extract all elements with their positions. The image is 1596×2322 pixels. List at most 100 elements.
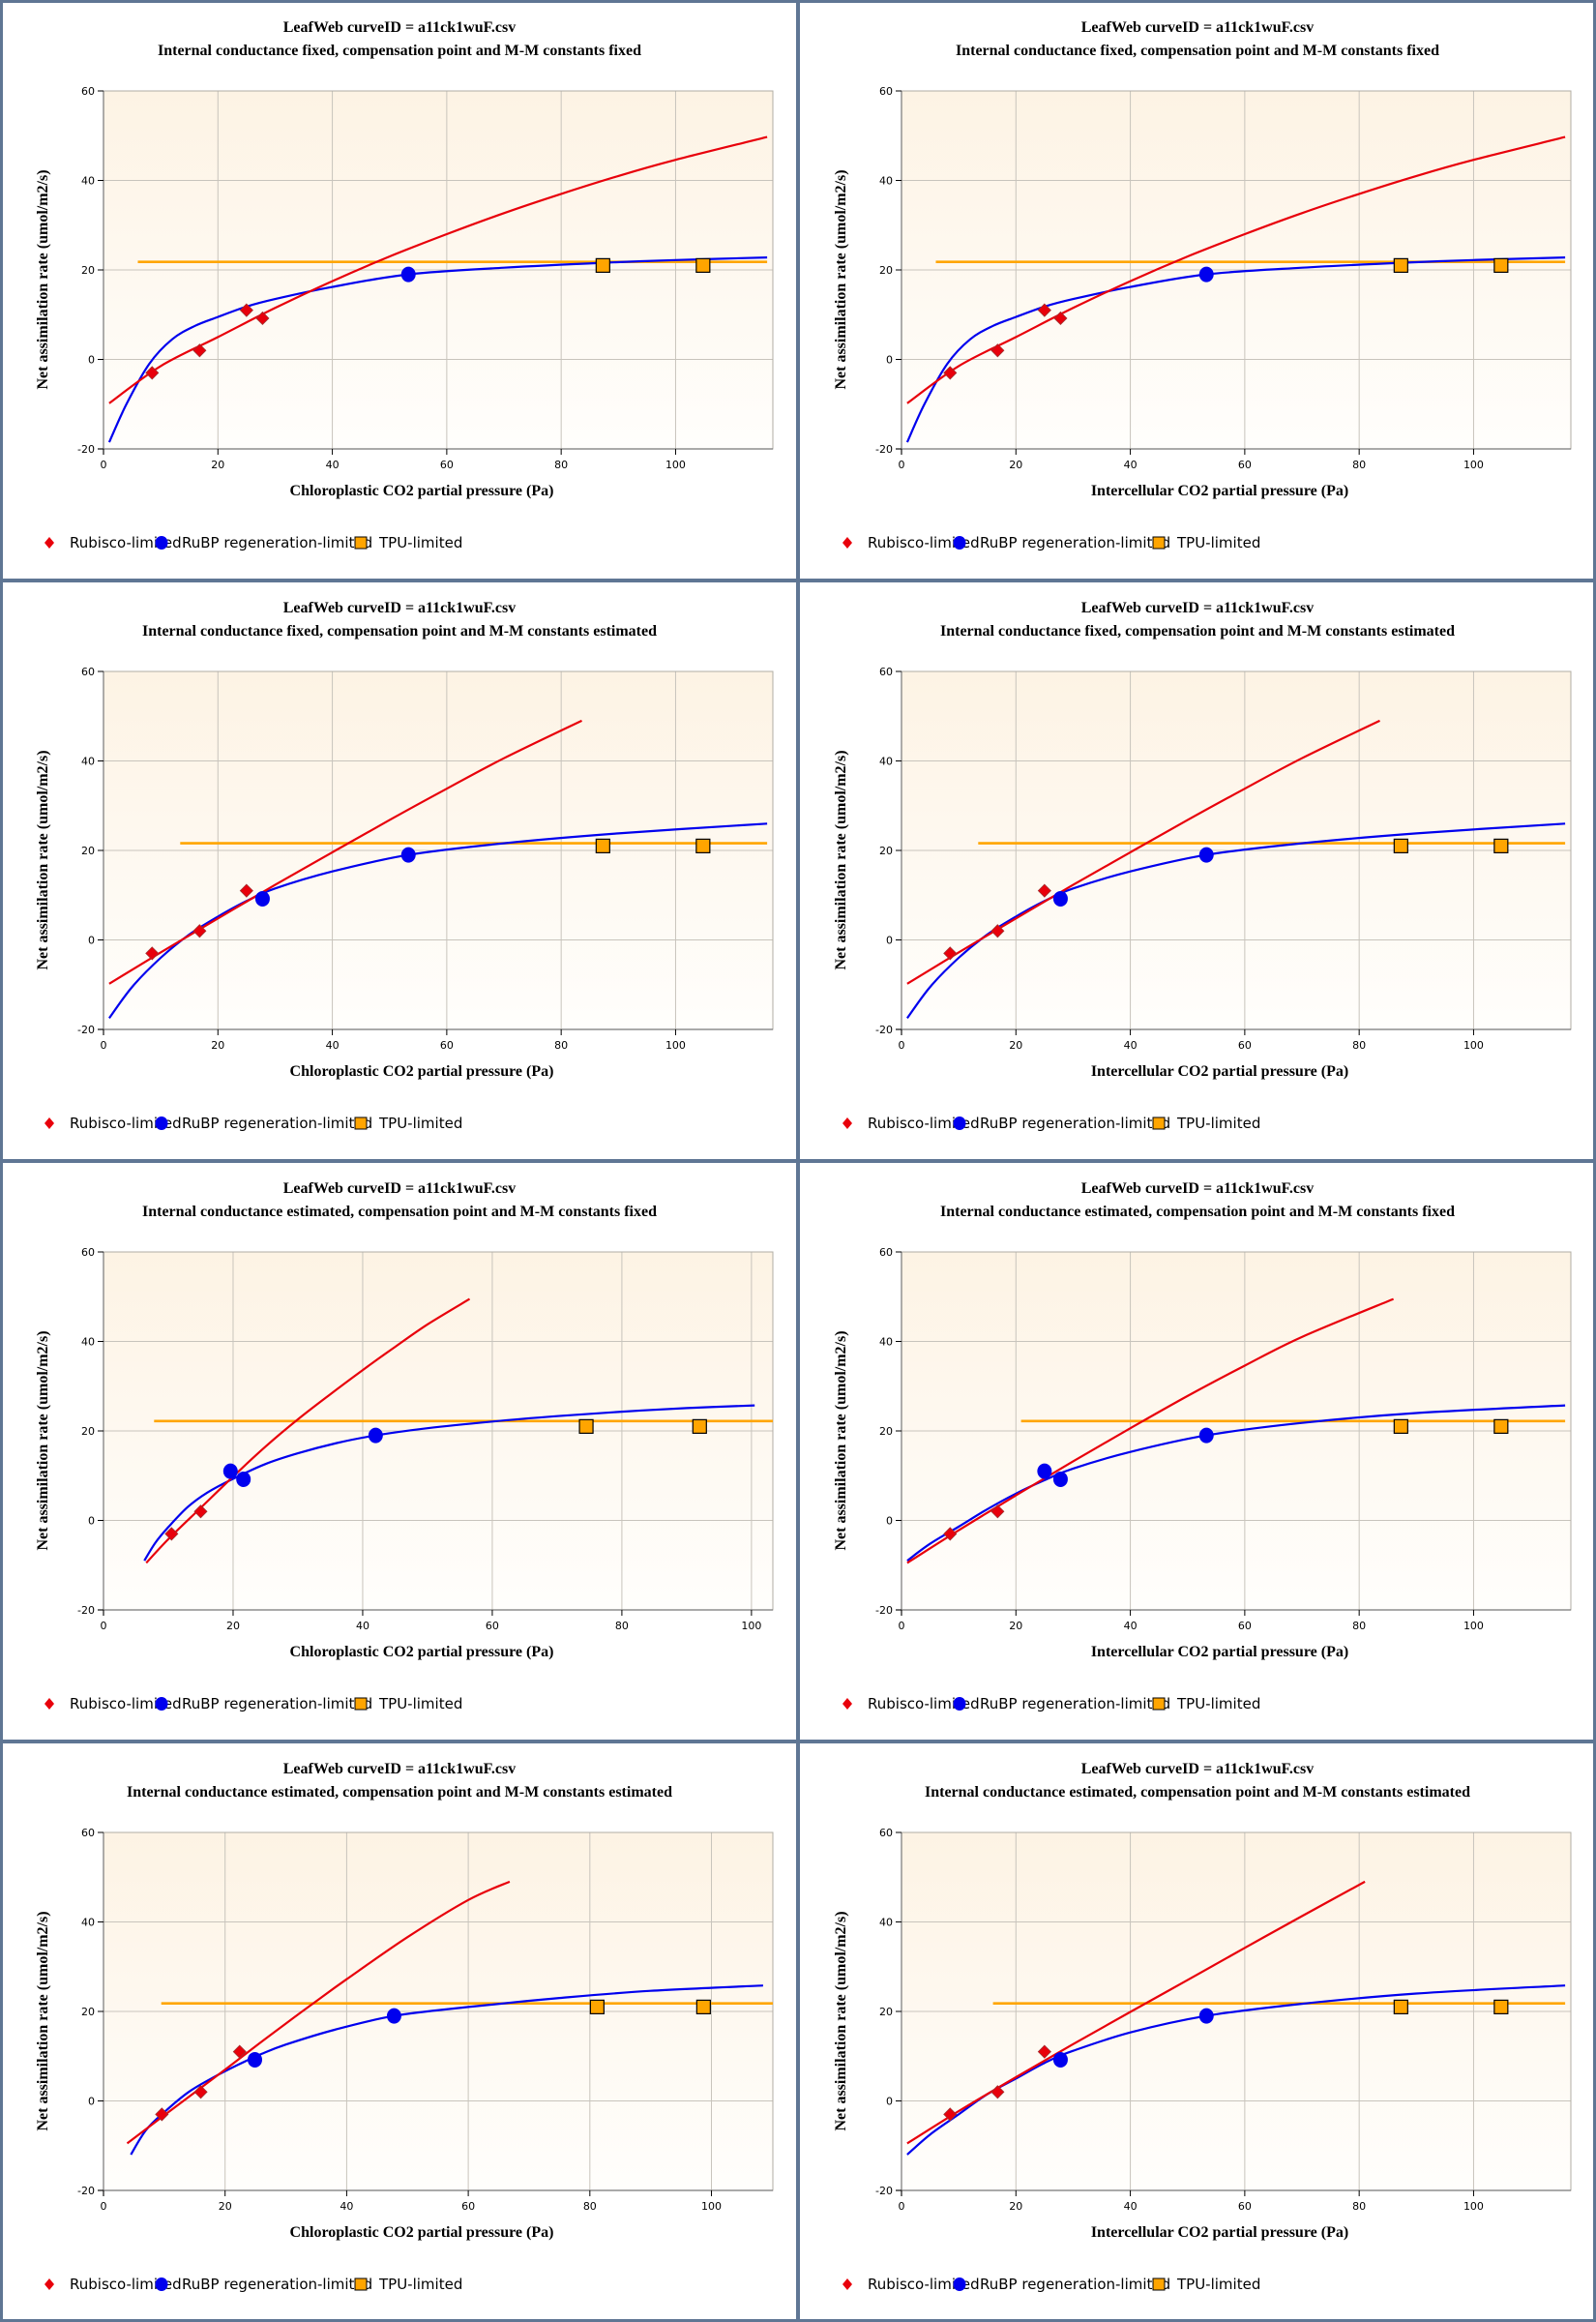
rubisco-point [164,1527,179,1541]
x-tick-label: 40 [356,1620,369,1632]
y-axis-label: Net assimilation rate (umol/m2/s) [833,750,849,969]
tpu-point [1393,1999,1408,2014]
chart-title: LeafWeb curveID = a11ck1wuF.csv [283,19,517,36]
legend-tpu-marker [1152,1697,1166,1711]
legend: Rubisco-limited RuBP regeneration-limited… [44,2276,462,2293]
y-tick-label: 0 [88,354,95,367]
legend-rubisco-label: Rubisco-limited [868,2276,980,2293]
legend-tpu-marker [1152,536,1166,550]
y-tick-label: 60 [81,85,95,98]
rubp-point [236,1471,251,1487]
x-tick-label: 0 [899,1620,905,1632]
y-tick-label: 0 [886,2096,893,2108]
y-tick-label: 20 [81,2006,95,2018]
y-tick-label: -20 [875,1024,893,1036]
x-tick-label: 80 [1352,2200,1366,2213]
legend-rubisco-label: Rubisco-limited [868,534,980,551]
y-tick-label: 0 [88,2096,95,2108]
y-tick-label: -20 [77,443,95,456]
y-tick-label: 20 [879,845,893,857]
rubp-point [1198,847,1214,863]
plot-series [906,719,1566,1020]
rubisco-limited-curve [906,135,1566,404]
x-axis-label: Intercellular CO2 partial pressure (Pa) [1091,2224,1348,2241]
y-tick-label: 0 [886,1515,893,1528]
y-tick-label: -20 [77,2185,95,2197]
tpu-point [1493,257,1509,273]
legend-tpu-label: TPU-limited [1176,1695,1260,1712]
tpu-point [1393,838,1408,853]
y-tick-label: -20 [875,443,893,456]
rubisco-point [1053,311,1068,326]
x-tick-label: 20 [226,1620,240,1632]
rubisco-limited-curve [906,719,1380,985]
chart-svg: LeafWeb curveID = a11ck1wuF.csv Internal … [833,19,1572,551]
x-tick-label: 0 [101,1039,107,1052]
legend-tpu-label: TPU-limited [1176,1115,1260,1132]
x-tick-label: 80 [1352,1620,1366,1632]
legend-rubp-label: RuBP regeneration-limited [980,1695,1170,1712]
y-tick-label: 0 [88,1515,95,1528]
legend-rubisco-marker [44,1117,54,1129]
legend-rubp-label: RuBP regeneration-limited [182,2276,372,2293]
rubp-point [1052,2051,1068,2068]
tpu-point [692,1418,707,1434]
legend-rubp-marker [155,1697,168,1711]
y-tick-label: -20 [875,2185,893,2197]
rubp-limited-curve [108,822,768,1020]
x-tick-label: 80 [554,1039,568,1052]
chart-title: LeafWeb curveID = a11ck1wuF.csv [283,1180,517,1197]
legend-tpu-marker [1152,2277,1166,2291]
x-tick-label: 60 [486,1620,499,1632]
rubp-point [368,1427,383,1444]
rubp-point [1037,1463,1052,1479]
y-tick-label: -20 [875,1604,893,1617]
legend-rubisco-marker [842,2278,852,2290]
chart-panel: LeafWeb curveID = a11ck1wuF.csv Internal … [0,1161,798,1742]
plot-series [126,1880,773,2156]
legend-rubisco-marker [842,1698,852,1710]
legend-rubp-label: RuBP regeneration-limited [182,1695,372,1712]
plot-series [906,1297,1566,1564]
tpu-point [595,838,610,853]
y-tick-label: 60 [879,1246,893,1259]
y-tick-label: 40 [879,1917,893,1929]
panel-divider [0,1740,1596,1743]
x-tick-label: 100 [701,2200,722,2213]
x-tick-label: 20 [1009,1620,1022,1632]
x-tick-label: 60 [1238,2200,1252,2213]
x-tick-label: 100 [1463,459,1484,471]
rubisco-point [145,946,160,961]
x-axis-label: Intercellular CO2 partial pressure (Pa) [1091,483,1348,499]
tpu-point [589,1999,605,2014]
chart-panel: LeafWeb curveID = a11ck1wuF.csv Internal … [798,0,1596,580]
rubisco-point [943,2107,958,2122]
x-tick-label: 80 [583,2200,597,2213]
tpu-point [578,1418,594,1434]
x-tick-label: 40 [1124,2200,1138,2213]
chart-title: LeafWeb curveID = a11ck1wuF.csv [283,600,517,616]
rubp-point [386,2008,401,2024]
x-tick-label: 0 [899,459,905,471]
chart-panel: LeafWeb curveID = a11ck1wuF.csv Internal … [798,1161,1596,1742]
x-tick-label: 20 [1009,1039,1022,1052]
rubp-limited-curve [906,1404,1566,1562]
legend: Rubisco-limited RuBP regeneration-limited… [842,534,1260,551]
rubisco-point [1037,303,1051,317]
y-axis-label: Net assimilation rate (umol/m2/s) [35,1330,51,1550]
panel-divider [0,579,1596,582]
plot-series [143,1297,773,1564]
y-tick-label: 0 [886,935,893,947]
x-tick-label: 60 [461,2200,475,2213]
chart-title: LeafWeb curveID = a11ck1wuF.csv [283,1761,517,1777]
y-tick-label: -20 [77,1024,95,1036]
chart-svg: LeafWeb curveID = a11ck1wuF.csv Internal … [833,1761,1572,2293]
legend: Rubisco-limited RuBP regeneration-limited… [44,1695,462,1712]
rubp-point [1052,890,1068,907]
x-tick-label: 40 [1124,459,1138,471]
plot-series [108,719,768,1020]
rubisco-point [145,366,160,380]
rubisco-limited-curve [126,1880,511,2145]
legend-rubp-marker [155,2277,168,2291]
chart-title: LeafWeb curveID = a11ck1wuF.csv [1081,19,1315,36]
